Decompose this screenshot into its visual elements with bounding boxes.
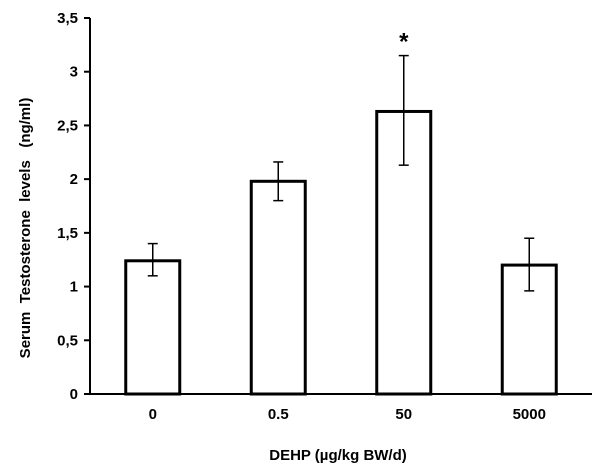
x-tick-label: 0.5 <box>268 406 289 423</box>
y-tick-label: 3,5 <box>57 10 78 27</box>
error-bars <box>147 54 535 292</box>
y-tick-label: 1,5 <box>57 225 78 242</box>
bars <box>124 109 558 396</box>
y-tick-label: 0,5 <box>57 332 78 349</box>
x-tick-label: 0 <box>149 406 157 423</box>
y-axis-title: Serum Testosterone levels (ng/ml) <box>17 98 34 359</box>
y-tick-label: 1 <box>70 279 78 296</box>
error-bar-0 <box>147 242 158 277</box>
x-tick-label: 50 <box>395 406 412 423</box>
annotations: * <box>399 29 409 56</box>
y-tick-label: 3 <box>70 64 78 81</box>
error-bar-5000 <box>524 237 535 292</box>
significance-marker: * <box>399 29 409 56</box>
y-tick-label: 0 <box>70 386 78 403</box>
y-tick-label: 2 <box>70 171 78 188</box>
error-bar-0.5 <box>273 161 284 202</box>
x-axis-ticks: 0 0.5 50 5000 <box>149 406 546 423</box>
error-bar-50 <box>398 54 409 166</box>
x-tick-label: 5000 <box>513 406 546 423</box>
bar-0 <box>124 259 182 396</box>
y-tick-label: 2,5 <box>57 117 78 134</box>
bar-0.5 <box>249 179 307 396</box>
x-axis-title: DEHP (µg/kg BW/d) <box>269 447 407 464</box>
y-axis-ticks: 0 0,5 1 1,5 2 2,5 3 3,5 <box>57 10 90 403</box>
